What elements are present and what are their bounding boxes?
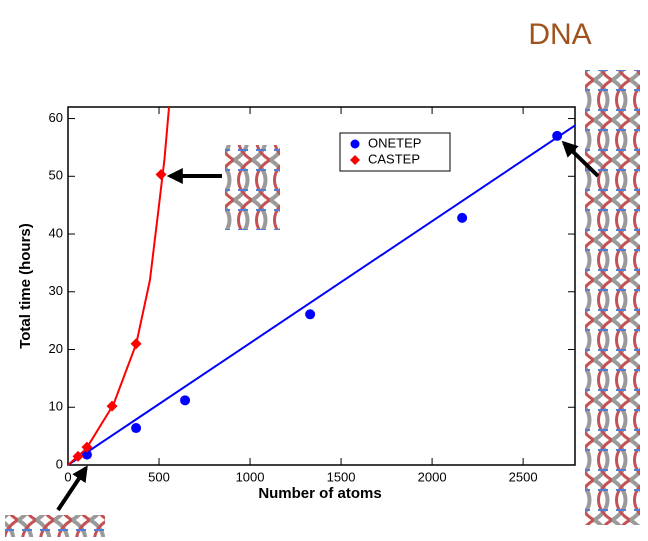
legend-label: ONETEP bbox=[368, 135, 421, 150]
y-axis-label: Total time (hours) bbox=[17, 223, 34, 349]
y-tick-label: 0 bbox=[56, 456, 63, 471]
x-tick-label: 2000 bbox=[418, 469, 447, 484]
fit-line bbox=[68, 107, 169, 465]
point bbox=[131, 423, 141, 433]
x-axis-label: Number of atoms bbox=[258, 485, 381, 502]
chart: DNA Number of atoms Total time (hours) 0… bbox=[0, 0, 648, 541]
point bbox=[131, 338, 142, 349]
dna-medium-image bbox=[225, 145, 280, 230]
legend-label: CASTEP bbox=[368, 151, 420, 166]
x-tick-label: 0 bbox=[64, 469, 71, 484]
y-tick-label: 10 bbox=[49, 399, 63, 414]
point bbox=[107, 401, 118, 412]
x-tick-label: 1500 bbox=[327, 469, 356, 484]
point bbox=[552, 131, 562, 141]
point bbox=[156, 169, 167, 180]
y-tick-label: 40 bbox=[49, 225, 63, 240]
point bbox=[180, 395, 190, 405]
plot-frame bbox=[68, 107, 575, 465]
y-tick-label: 50 bbox=[49, 168, 63, 183]
y-tick-label: 30 bbox=[49, 283, 63, 298]
y-tick-label: 20 bbox=[49, 341, 63, 356]
fit-line bbox=[68, 125, 575, 465]
x-tick-label: 2500 bbox=[509, 469, 538, 484]
point bbox=[305, 309, 315, 319]
dna-long-image bbox=[585, 70, 640, 525]
x-tick-label: 500 bbox=[148, 469, 170, 484]
dna-short-image bbox=[5, 515, 105, 537]
point bbox=[457, 213, 467, 223]
legend-marker bbox=[351, 140, 360, 149]
arrow bbox=[58, 468, 86, 510]
chart-title: DNA bbox=[528, 18, 591, 51]
x-tick-label: 1000 bbox=[236, 469, 265, 484]
y-tick-label: 60 bbox=[49, 110, 63, 125]
